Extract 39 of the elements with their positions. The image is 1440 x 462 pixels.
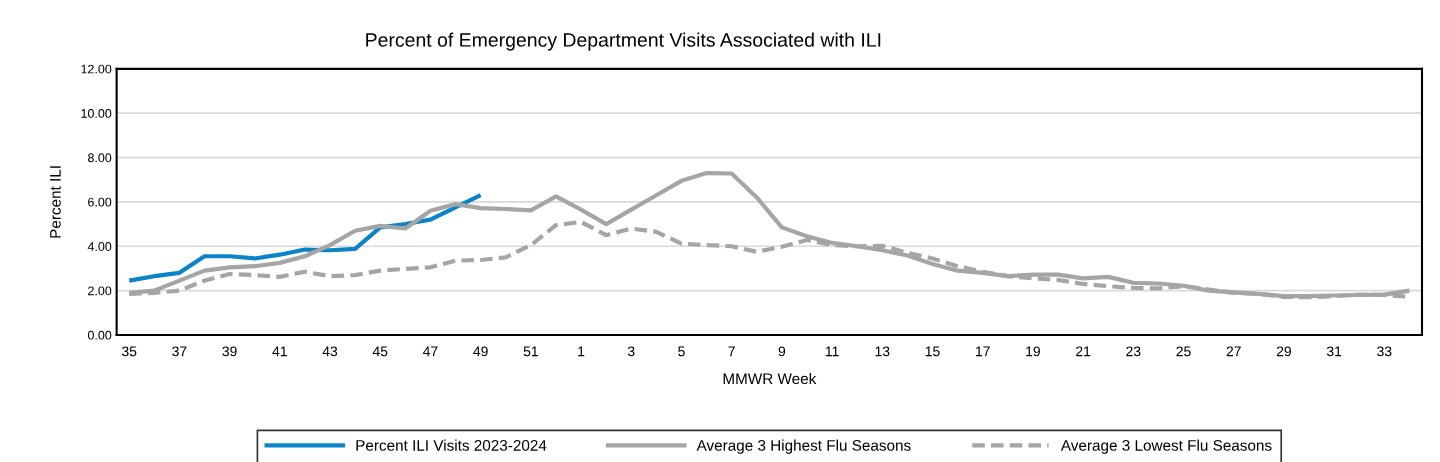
x-tick-label: 47 bbox=[423, 346, 438, 357]
x-tick-label: 33 bbox=[1377, 346, 1392, 357]
x-tick-label: 17 bbox=[976, 346, 990, 357]
x-tick-label: 29 bbox=[1276, 346, 1291, 357]
x-tick-label: 35 bbox=[122, 346, 137, 357]
x-tick-label: 49 bbox=[473, 346, 488, 357]
x-tick-label: 19 bbox=[1026, 346, 1040, 357]
x-tick-label: 1 bbox=[578, 346, 585, 357]
y-tick-label: 6.00 bbox=[88, 197, 112, 207]
x-tick-label: 5 bbox=[678, 346, 685, 357]
x-tick-label: 43 bbox=[322, 346, 338, 357]
x-tick-label: 37 bbox=[172, 346, 187, 357]
x-tick-label: 7 bbox=[728, 346, 735, 357]
y-tick-label: 4.00 bbox=[87, 242, 112, 251]
x-tick-label: 39 bbox=[222, 346, 237, 357]
x-tick-label: 41 bbox=[272, 346, 287, 357]
y-tick-label: 10.00 bbox=[81, 108, 112, 118]
x-axis-title: MMWR Week bbox=[723, 372, 817, 385]
x-tick-label: 3 bbox=[627, 346, 635, 357]
y-tick-label: 0.00 bbox=[87, 330, 112, 340]
x-tick-label: 13 bbox=[875, 346, 890, 357]
x-tick-label: 11 bbox=[825, 346, 839, 357]
legend-label: Average 3 Highest Flu Seasons bbox=[696, 439, 911, 454]
y-tick-label: 8.00 bbox=[88, 153, 112, 163]
x-tick-label: 27 bbox=[1226, 346, 1241, 357]
legend-label: Percent ILI Visits 2023-2024 bbox=[356, 439, 547, 451]
y-tick-label: 2.00 bbox=[88, 286, 112, 296]
legend-label: Average 3 Lowest Flu Seasons bbox=[1060, 439, 1272, 454]
x-tick-label: 15 bbox=[925, 346, 940, 357]
x-tick-label: 45 bbox=[372, 346, 388, 357]
x-tick-label: 31 bbox=[1326, 346, 1342, 357]
x-tick-label: 9 bbox=[778, 346, 786, 357]
y-tick-label: 12.00 bbox=[81, 64, 112, 74]
y-axis-title: Percent ILI bbox=[50, 166, 61, 238]
x-tick-label: 21 bbox=[1076, 346, 1091, 357]
x-tick-label: 25 bbox=[1176, 346, 1191, 357]
x-tick-label: 23 bbox=[1126, 346, 1141, 357]
chart-title: Percent of Emergency Department Visits Associated with ILI bbox=[366, 32, 881, 51]
x-tick-label: 51 bbox=[523, 346, 538, 357]
